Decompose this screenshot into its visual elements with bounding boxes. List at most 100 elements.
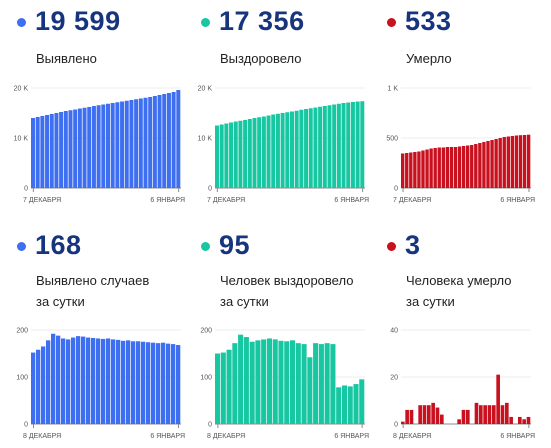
bar <box>522 419 526 424</box>
bar <box>418 405 422 424</box>
bar <box>359 379 365 424</box>
bar <box>483 405 487 424</box>
kpi-header: 533 <box>383 6 551 42</box>
bar <box>295 343 301 424</box>
bar <box>249 341 255 424</box>
bar <box>91 106 96 188</box>
bar <box>66 339 71 424</box>
bar <box>336 387 342 424</box>
kpi-header: 95 <box>197 230 377 266</box>
bar <box>134 99 139 188</box>
y-tick-label: 0 <box>394 422 398 429</box>
dot-marker <box>201 242 210 251</box>
bar <box>138 98 143 188</box>
bar <box>46 340 51 424</box>
kpi-label: Выявлено случаев за сутки <box>36 273 150 309</box>
kpi-label: Умерло <box>406 51 452 66</box>
bar <box>106 103 110 188</box>
bar <box>76 336 81 424</box>
bar <box>257 117 262 188</box>
bar <box>162 94 167 188</box>
bar <box>330 344 336 424</box>
bar <box>284 341 290 424</box>
bar <box>136 341 141 424</box>
y-tick-label: 0 <box>208 422 212 429</box>
bar <box>77 108 82 188</box>
bar <box>425 149 429 188</box>
kpi-value: 533 <box>405 6 452 36</box>
bar <box>106 338 111 424</box>
bar <box>518 416 522 424</box>
bar <box>457 419 461 424</box>
bar <box>272 339 278 424</box>
bar <box>429 148 433 188</box>
bar <box>449 147 454 188</box>
kpi-value: 168 <box>35 230 82 260</box>
bar <box>405 153 409 188</box>
bar <box>116 339 121 424</box>
bar <box>466 145 470 188</box>
chart-deaths-total: 0 500 1 K 7 ДЕКАБРЯ 6 ЯНВАРЯ <box>386 86 535 205</box>
bar <box>435 407 440 424</box>
bar <box>280 113 285 188</box>
bar <box>238 334 244 424</box>
kpi-value: 19 599 <box>35 6 121 36</box>
bar <box>413 152 417 188</box>
bar <box>252 118 257 188</box>
bar <box>518 135 523 188</box>
bar <box>440 414 444 424</box>
kpi-header: 17 356 <box>197 6 377 42</box>
kpi-header: 19 599 <box>13 6 193 42</box>
bar <box>498 138 502 188</box>
bar <box>176 345 181 424</box>
bar <box>490 140 494 188</box>
bar <box>299 109 304 188</box>
bar <box>332 104 337 188</box>
bar <box>466 409 470 424</box>
bar <box>422 405 427 424</box>
bar <box>341 385 347 424</box>
bar <box>266 115 271 188</box>
bar <box>51 333 56 424</box>
bar <box>341 103 346 188</box>
bar <box>421 150 425 188</box>
bar <box>500 405 505 424</box>
kpi-header: 168 <box>13 230 193 266</box>
bar <box>161 342 166 424</box>
bar <box>31 118 35 188</box>
y-tick-label: 10 K <box>198 136 213 143</box>
bar <box>86 337 91 424</box>
bar <box>278 340 284 424</box>
bar <box>73 109 78 188</box>
bar <box>313 107 318 188</box>
chart-deaths-daily: 0 20 40 8 ДЕКАБРЯ 6 ЯНВАРЯ <box>390 328 535 441</box>
dot-marker <box>17 18 26 27</box>
bar <box>261 116 266 188</box>
bar <box>126 340 131 424</box>
bar <box>502 137 506 188</box>
bar <box>453 147 458 188</box>
bar <box>318 344 324 424</box>
x-tick-label-start: 7 ДЕКАБРЯ <box>207 197 245 204</box>
dot-marker <box>201 18 210 27</box>
dot-marker <box>387 242 396 251</box>
bar <box>461 409 466 424</box>
x-tick-label-end: 6 ЯНВАРЯ <box>500 197 535 204</box>
bar <box>68 110 73 188</box>
kpi-label: Человека умерло за сутки <box>406 273 512 309</box>
bar <box>355 101 360 188</box>
dot-marker <box>387 18 396 27</box>
bar <box>307 357 313 424</box>
bar <box>487 405 492 424</box>
bar <box>522 135 527 188</box>
bar <box>336 103 341 188</box>
kpi-label: Человек выздоровело за сутки <box>220 273 354 309</box>
y-tick-label: 0 <box>24 186 28 193</box>
bar <box>143 97 148 188</box>
bar <box>243 337 249 424</box>
bar <box>294 110 299 188</box>
bar <box>401 421 405 424</box>
bar <box>409 409 414 424</box>
bar <box>41 346 46 424</box>
bar <box>35 117 40 188</box>
